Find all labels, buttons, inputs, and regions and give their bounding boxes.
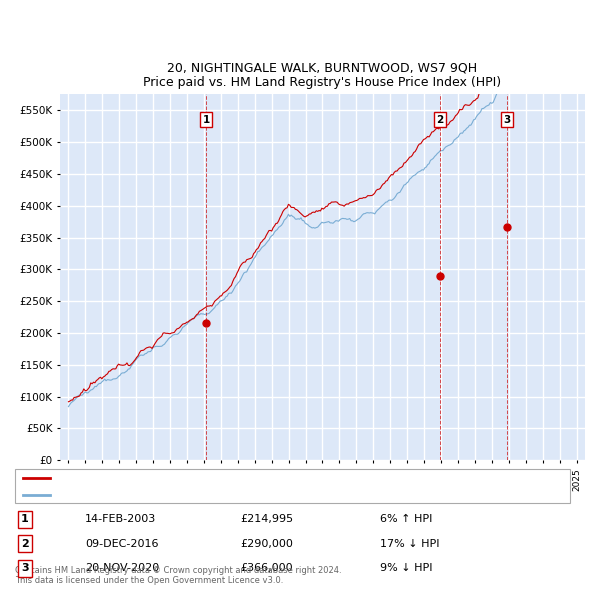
Text: HPI: Average price, detached house, Lichfield: HPI: Average price, detached house, Lich… (55, 490, 277, 500)
Text: £214,995: £214,995 (240, 514, 293, 524)
Text: 20, NIGHTINGALE WALK, BURNTWOOD, WS7 9QH (detached house): 20, NIGHTINGALE WALK, BURNTWOOD, WS7 9QH… (55, 473, 386, 483)
Text: 20-NOV-2020: 20-NOV-2020 (85, 563, 159, 573)
Text: 1: 1 (21, 514, 29, 524)
Bar (15, 469, 570, 503)
Text: 2: 2 (21, 539, 29, 549)
Text: 17% ↓ HPI: 17% ↓ HPI (380, 539, 439, 549)
Title: 20, NIGHTINGALE WALK, BURNTWOOD, WS7 9QH
Price paid vs. HM Land Registry's House: 20, NIGHTINGALE WALK, BURNTWOOD, WS7 9QH… (143, 61, 502, 89)
Text: 6% ↑ HPI: 6% ↑ HPI (380, 514, 433, 524)
Text: 3: 3 (503, 115, 511, 125)
Text: 1: 1 (202, 115, 209, 125)
Text: 9% ↓ HPI: 9% ↓ HPI (380, 563, 433, 573)
Text: 14-FEB-2003: 14-FEB-2003 (85, 514, 156, 524)
Text: 09-DEC-2016: 09-DEC-2016 (85, 539, 158, 549)
Text: 2: 2 (436, 115, 443, 125)
Text: £366,000: £366,000 (240, 563, 293, 573)
Text: £290,000: £290,000 (240, 539, 293, 549)
Text: 3: 3 (21, 563, 29, 573)
Text: Contains HM Land Registry data © Crown copyright and database right 2024.
This d: Contains HM Land Registry data © Crown c… (15, 566, 341, 585)
